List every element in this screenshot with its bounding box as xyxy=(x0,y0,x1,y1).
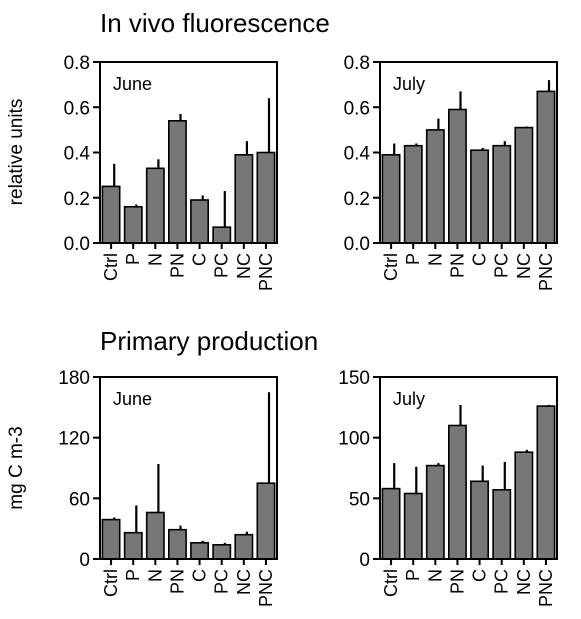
bar-C xyxy=(470,480,489,560)
x-tick-label-Ctrl: Ctrl xyxy=(101,253,121,281)
panel-label: July xyxy=(393,389,425,409)
x-tick-label-NC: NC xyxy=(514,253,534,279)
x-tick-label-PN: PN xyxy=(167,569,187,594)
y-tick-label: 0.8 xyxy=(64,53,90,74)
y-tick-label: 0.2 xyxy=(344,189,370,210)
bar-PN xyxy=(168,120,187,244)
bar-Ctrl xyxy=(101,518,121,560)
y-tick-label: 0.0 xyxy=(344,234,370,255)
bar-NC xyxy=(234,533,254,560)
bar-P xyxy=(403,144,423,244)
y-tick-label: 180 xyxy=(58,368,90,389)
x-tick-label-PC: PC xyxy=(212,253,232,278)
bar-PN xyxy=(168,528,187,560)
y-tick-label: 0 xyxy=(359,550,370,571)
x-tick-label-PC: PC xyxy=(492,569,512,594)
x-tick-label-PNC: PNC xyxy=(536,253,556,291)
panel-label: June xyxy=(113,74,152,94)
plot-frame xyxy=(99,376,278,560)
x-tick-label-PC: PC xyxy=(492,253,512,278)
y-axis-label: relative units xyxy=(6,99,27,206)
x-tick-label-C: C xyxy=(470,569,490,582)
y-tick-label: 0.6 xyxy=(344,98,370,119)
x-tick-label-PN: PN xyxy=(447,253,467,278)
y-tick-label: 50 xyxy=(349,489,370,510)
x-tick-label-Ctrl: Ctrl xyxy=(381,253,401,281)
bar-N xyxy=(425,464,445,560)
bar-N xyxy=(145,511,165,560)
y-tick-label: 60 xyxy=(69,489,90,510)
bar-PN xyxy=(447,108,467,244)
bar-N xyxy=(145,167,165,244)
x-tick-label-N: N xyxy=(145,253,165,266)
section-title-production: Primary production xyxy=(100,326,318,356)
x-tick-label-PNC: PNC xyxy=(536,569,556,607)
x-tick-label-C: C xyxy=(190,569,210,582)
x-tick-label-C: C xyxy=(470,253,490,266)
bar-PC xyxy=(212,226,232,244)
y-tick-label: 0.6 xyxy=(64,98,90,119)
y-axis-label: mg C m-3 xyxy=(6,426,27,509)
bar-C xyxy=(190,541,209,560)
y-tick-label: 120 xyxy=(58,429,90,450)
bar-NC xyxy=(234,154,254,244)
bar-P xyxy=(123,531,143,560)
x-tick-label-Ctrl: Ctrl xyxy=(381,569,401,597)
bar-N xyxy=(425,129,445,244)
bar-PC xyxy=(492,144,512,244)
bar-NC xyxy=(514,126,534,244)
y-tick-label: 150 xyxy=(338,368,370,389)
bar-PNC xyxy=(536,90,556,244)
y-tick-label: 0.4 xyxy=(344,144,371,165)
bar-P xyxy=(403,492,423,560)
bar-C xyxy=(190,199,209,244)
x-tick-label-P: P xyxy=(123,569,143,581)
panel-label: June xyxy=(113,389,152,409)
bar-PNC xyxy=(256,482,276,560)
bar-C xyxy=(470,149,489,244)
y-tick-label: 0.0 xyxy=(64,234,90,255)
x-tick-label-NC: NC xyxy=(514,569,534,595)
x-tick-label-NC: NC xyxy=(234,253,254,279)
x-tick-label-N: N xyxy=(425,569,445,582)
panel-label: July xyxy=(393,74,425,94)
x-tick-label-PNC: PNC xyxy=(256,253,276,291)
x-tick-label-PNC: PNC xyxy=(256,569,276,607)
bar-PNC xyxy=(536,405,556,560)
bar-PC xyxy=(492,488,512,560)
x-tick-label-C: C xyxy=(190,253,210,266)
y-tick-label: 0.8 xyxy=(344,53,370,74)
y-tick-label: 0.2 xyxy=(64,189,90,210)
x-tick-label-PN: PN xyxy=(447,569,467,594)
y-tick-label: 100 xyxy=(338,429,370,450)
y-tick-label: 0.4 xyxy=(64,144,91,165)
bar-PN xyxy=(447,424,467,560)
x-tick-label-N: N xyxy=(145,569,165,582)
x-tick-label-Ctrl: Ctrl xyxy=(101,569,121,597)
x-tick-label-N: N xyxy=(425,253,445,266)
x-tick-label-P: P xyxy=(403,253,423,265)
bar-Ctrl xyxy=(381,487,401,560)
bar-Ctrl xyxy=(381,154,401,244)
bar-P xyxy=(123,206,143,244)
bar-PC xyxy=(212,543,232,560)
plot-frame xyxy=(379,376,558,560)
x-tick-label-P: P xyxy=(123,253,143,265)
bar-Ctrl xyxy=(101,185,121,244)
x-tick-label-NC: NC xyxy=(234,569,254,595)
section-title-fluorescence: In vivo fluorescence xyxy=(100,8,330,38)
x-tick-label-PN: PN xyxy=(167,253,187,278)
bar-PNC xyxy=(256,151,276,244)
x-tick-label-PC: PC xyxy=(212,569,232,594)
y-tick-label: 0 xyxy=(79,550,90,571)
x-tick-label-P: P xyxy=(403,569,423,581)
bar-NC xyxy=(514,451,534,560)
